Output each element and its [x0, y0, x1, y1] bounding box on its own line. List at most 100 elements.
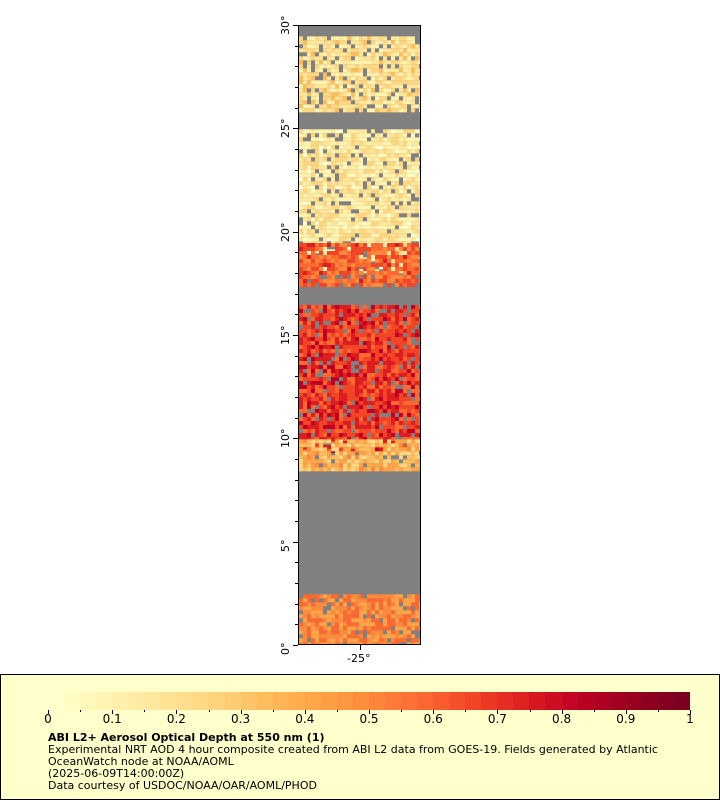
aod-pixel	[311, 401, 315, 405]
aod-pixel	[311, 385, 315, 389]
aod-pixel	[327, 145, 331, 150]
aod-pixel	[327, 267, 331, 271]
colorbar-segment	[401, 692, 418, 710]
aod-pixel	[363, 598, 367, 603]
aod-pixel	[355, 381, 359, 385]
aod-pixel	[343, 157, 347, 162]
aod-pixel	[403, 365, 407, 369]
aod-pixel	[351, 381, 355, 385]
aod-pixel	[299, 173, 303, 178]
aod-pixel	[355, 60, 359, 65]
aod-pixel	[331, 177, 335, 182]
aod-pixel	[383, 52, 387, 57]
aod-pixel	[399, 259, 403, 263]
aod-pixel	[351, 455, 355, 460]
aod-pixel	[339, 614, 343, 619]
aod-pixel	[303, 433, 307, 437]
aod-pixel	[395, 217, 399, 222]
aod-pixel	[335, 305, 339, 309]
aod-pixel	[371, 72, 375, 77]
aod-pixel	[419, 237, 420, 242]
aod-pixel	[347, 329, 351, 333]
aod-pixel	[319, 185, 323, 190]
aod-pixel	[363, 263, 367, 267]
aod-pixel	[331, 642, 335, 644]
aod-pixel	[303, 237, 307, 242]
aod-pixel	[351, 345, 355, 349]
aod-pixel	[323, 417, 327, 421]
aod-pixel	[319, 329, 323, 333]
aod-pixel	[339, 443, 343, 448]
aod-pixel	[335, 60, 339, 65]
aod-pixel	[415, 642, 419, 644]
aod-pixel	[351, 267, 355, 271]
aod-pixel	[311, 638, 315, 643]
aod-pixel	[395, 233, 399, 238]
aod-pixel	[335, 610, 339, 615]
aod-pixel	[327, 594, 331, 599]
aod-pixel	[395, 245, 399, 250]
aod-pixel	[395, 317, 399, 321]
aod-pixel	[319, 193, 323, 198]
lat-tick	[293, 128, 298, 130]
aod-pixel	[367, 213, 371, 218]
aod-pixel	[379, 405, 383, 409]
aod-pixel	[315, 237, 319, 242]
aod-pixel	[411, 309, 415, 313]
aod-pixel	[371, 283, 375, 287]
aod-pixel	[299, 309, 303, 313]
aod-pixel	[363, 177, 367, 182]
aod-pixel	[359, 321, 363, 325]
aod-pixel	[395, 345, 399, 349]
aod-pixel	[415, 425, 419, 429]
aod-pixel	[347, 185, 351, 190]
aod-pixel	[391, 173, 395, 178]
aod-map[interactable]	[298, 25, 421, 645]
aod-pixel	[387, 197, 391, 202]
aod-pixel	[403, 177, 407, 182]
aod-pixel	[351, 193, 355, 198]
aod-pixel	[335, 267, 339, 271]
aod-pixel	[315, 349, 319, 353]
aod-pixel	[327, 263, 331, 267]
aod-pixel	[407, 209, 411, 214]
aod-pixel	[339, 60, 343, 65]
aod-pixel	[355, 100, 359, 105]
aod-pixel	[315, 397, 319, 401]
lat-minor-tick	[295, 66, 298, 68]
aod-pixel	[391, 60, 395, 65]
aod-pixel	[323, 622, 327, 627]
aod-pixel	[415, 638, 419, 643]
aod-pixel	[331, 417, 335, 421]
aod-pixel	[323, 221, 327, 226]
aod-pixel	[403, 429, 407, 433]
aod-pixel	[391, 369, 395, 373]
aod-pixel	[375, 201, 379, 206]
aod-pixel	[303, 321, 307, 325]
aod-pixel	[327, 255, 331, 259]
aod-pixel	[403, 309, 407, 313]
aod-pixel	[303, 421, 307, 425]
aod-pixel	[351, 385, 355, 389]
aod-pixel	[363, 626, 367, 631]
aod-pixel	[347, 325, 351, 329]
aod-pixel	[363, 141, 367, 146]
aod-pixel	[343, 193, 347, 198]
colorbar-segment	[465, 692, 482, 710]
aod-pixel	[383, 108, 387, 113]
aod-pixel	[307, 271, 311, 275]
aod-pixel	[303, 329, 307, 333]
aod-pixel	[311, 84, 315, 89]
aod-pixel	[407, 333, 411, 337]
aod-pixel	[379, 283, 383, 287]
aod-pixel	[399, 618, 403, 623]
aod-pixel	[323, 92, 327, 97]
aod-pixel	[387, 439, 391, 444]
aod-pixel	[327, 455, 331, 460]
aod-pixel	[355, 429, 359, 433]
aod-pixel	[379, 177, 383, 182]
aod-pixel	[379, 169, 383, 174]
aod-pixel	[383, 229, 387, 234]
aod-pixel	[299, 341, 303, 345]
aod-pixel	[303, 197, 307, 202]
